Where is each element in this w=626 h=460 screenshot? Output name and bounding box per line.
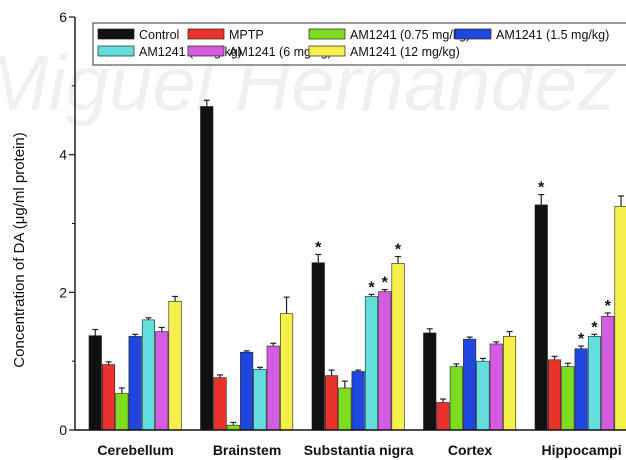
x-tick-label: Cortex: [448, 442, 493, 458]
bar: [253, 369, 267, 431]
bar: [88, 335, 102, 431]
bar: [547, 359, 562, 431]
legend-box: [92, 22, 626, 66]
bar: [102, 364, 116, 431]
bar: [338, 387, 352, 431]
bar: [168, 300, 182, 431]
bar: [601, 316, 615, 431]
bar: [226, 424, 240, 431]
bar: [534, 204, 548, 431]
axes: 0 2 4 6 Cerebellum Brainstem Substantia nigra C…: [59, 9, 626, 458]
legend-swatch: [308, 45, 346, 57]
x-tick-label: Cerebellum: [97, 442, 173, 458]
significance-marker: *: [395, 242, 402, 259]
bar: [115, 393, 129, 431]
x-tick-label: Substantia nigra: [304, 442, 414, 458]
bar: [436, 402, 450, 431]
bar: [502, 336, 517, 431]
bar: [614, 205, 626, 431]
legend-label: AM1241 (0.75 mg/kg): [350, 28, 470, 42]
significance-marker: *: [591, 319, 598, 336]
legend-label: AM1241 (6 mg/kg): [229, 45, 332, 59]
bar: [489, 343, 503, 431]
bar: [476, 360, 490, 431]
legend-label: Control: [139, 28, 179, 42]
bar: [128, 336, 142, 431]
bar: [364, 296, 379, 431]
bars: * * * * * * * *: [88, 99, 626, 431]
bar: [391, 263, 405, 431]
bar: [279, 313, 294, 431]
x-tick-label: Brainstem: [213, 442, 281, 458]
y-axis-title: Concentration of DA (μg/ml protein): [11, 132, 28, 367]
significance-marker: *: [605, 298, 612, 315]
significance-marker: *: [538, 180, 545, 197]
bar: [449, 366, 463, 431]
bar: [351, 371, 365, 431]
bar: [311, 262, 325, 431]
bar: [155, 331, 169, 431]
legend-label: AM1241 (12 mg/kg): [350, 45, 460, 59]
significance-marker: *: [368, 279, 375, 296]
y-tick-label: 0: [59, 422, 67, 438]
legend-swatch: [454, 28, 492, 40]
bar: [324, 375, 339, 431]
bar: [574, 348, 588, 431]
significance-marker: *: [382, 275, 389, 292]
bar: [423, 332, 437, 431]
legend-swatch: [187, 28, 225, 40]
legend-swatch: [97, 45, 135, 57]
bar: [378, 291, 392, 431]
y-tick-label: 4: [59, 147, 67, 163]
legend-label: MPTP: [229, 28, 264, 42]
legend: Control MPTP AM1241 (0.75 mg/kg) AM1241 (1.…: [92, 22, 626, 66]
x-tick-label: Hippocampi: [541, 442, 621, 458]
legend-swatch: [97, 28, 135, 40]
bar: [141, 319, 155, 431]
legend-label: AM1241 (1.5 mg/kg): [496, 28, 609, 42]
legend-swatch: [308, 28, 346, 40]
significance-marker: *: [578, 331, 585, 348]
bar: [587, 336, 602, 431]
bar: [213, 377, 227, 431]
legend-swatch: [187, 45, 225, 57]
bar: [463, 338, 477, 431]
bar: [240, 351, 254, 431]
bar: [266, 345, 280, 431]
bar: [200, 106, 214, 431]
y-tick-label: 6: [59, 9, 67, 25]
significance-marker: *: [315, 239, 322, 256]
y-tick-label: 2: [59, 284, 67, 300]
bar: [561, 366, 575, 431]
